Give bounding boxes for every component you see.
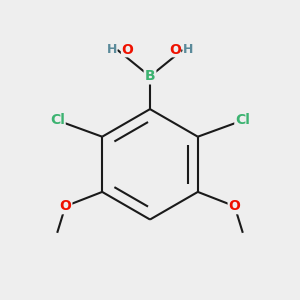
Text: H: H [183, 43, 193, 56]
Text: Cl: Cl [236, 113, 250, 128]
Text: H: H [107, 43, 117, 56]
Text: O: O [59, 199, 71, 213]
Text: B: B [145, 69, 155, 83]
Text: O: O [229, 199, 241, 213]
Text: O: O [169, 43, 181, 57]
Text: O: O [122, 43, 133, 57]
Text: Cl: Cl [50, 113, 64, 128]
